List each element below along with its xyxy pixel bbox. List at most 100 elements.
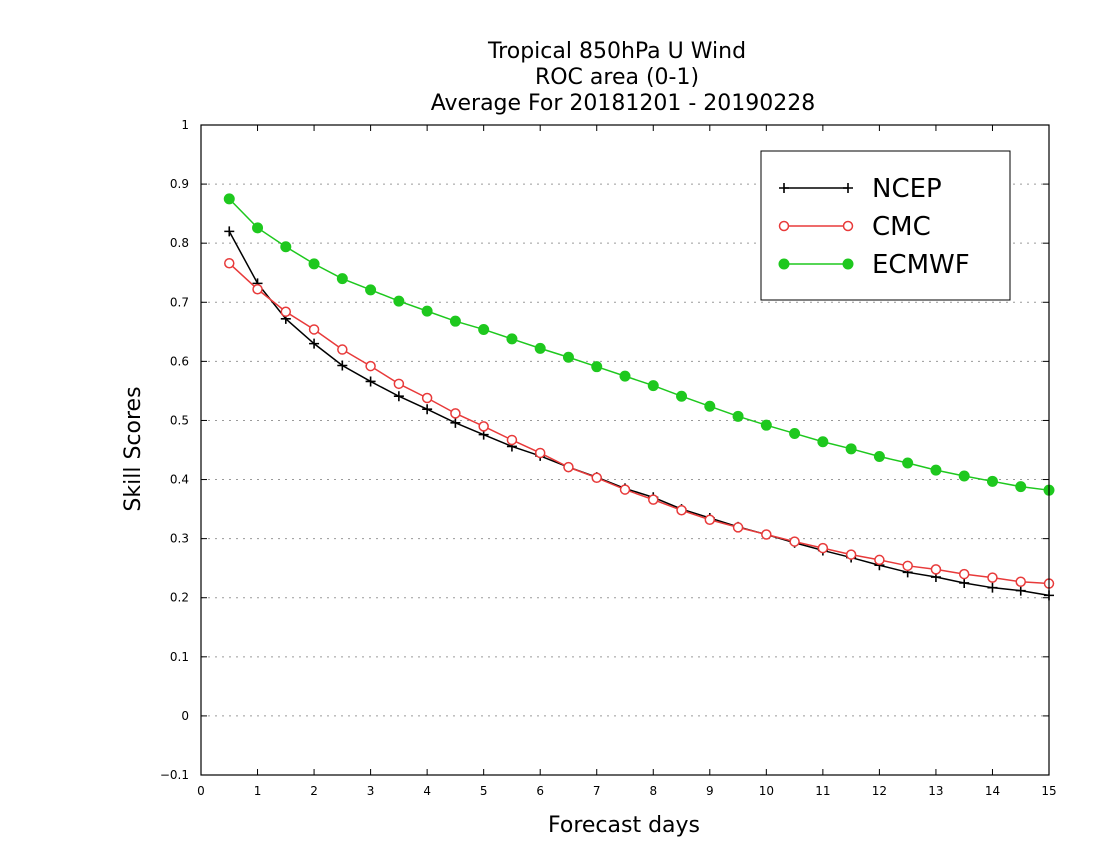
series-cmc-point bbox=[676, 505, 687, 516]
legend-item-ecmwf: ECMWF bbox=[778, 250, 970, 280]
series-cmc-point bbox=[308, 324, 320, 335]
x-tick-label: 6 bbox=[536, 784, 544, 798]
series-cmc-point bbox=[563, 461, 574, 473]
series-ecmwf-point bbox=[478, 323, 490, 335]
x-tick-label: 13 bbox=[928, 784, 943, 798]
legend: NCEP CMC ECMWF bbox=[760, 150, 1011, 301]
series-ecmwf-point bbox=[393, 295, 405, 307]
legend-cmc-marker bbox=[842, 220, 854, 232]
series-cmc-point bbox=[987, 572, 998, 583]
series-ecmwf-point bbox=[1015, 481, 1027, 493]
series-ecmwf-point bbox=[704, 400, 716, 412]
series-cmc-point bbox=[534, 447, 546, 459]
y-tick-label: 0.7 bbox=[170, 295, 189, 309]
series-ecmwf-point bbox=[336, 273, 348, 285]
series-cmc-point bbox=[280, 306, 292, 317]
series-ecmwf-point bbox=[986, 475, 998, 487]
x-tick-label: 1 bbox=[254, 784, 262, 798]
series-ncep-point bbox=[1015, 585, 1026, 596]
series-ecmwf-point bbox=[252, 222, 264, 234]
series-ecmwf-point bbox=[280, 241, 292, 253]
series-ecmwf-point bbox=[562, 351, 574, 363]
series-ncep-point bbox=[393, 391, 404, 402]
series-cmc-point bbox=[704, 514, 716, 525]
series-ncep-point bbox=[450, 417, 461, 428]
series-ecmwf-point bbox=[591, 361, 603, 373]
legend-ecmwf-label: ECMWF bbox=[872, 250, 970, 280]
y-tick-label: 0.4 bbox=[170, 473, 189, 487]
legend-item-cmc: CMC bbox=[778, 212, 931, 242]
series-ecmwf-point bbox=[760, 419, 772, 431]
y-tick-label: 0 bbox=[181, 709, 189, 723]
series-cmc-point bbox=[224, 258, 235, 269]
series-ecmwf-point bbox=[817, 436, 829, 448]
x-tick-label: 5 bbox=[480, 784, 488, 798]
x-tick-label: 4 bbox=[423, 784, 431, 798]
y-tick-label: 0.8 bbox=[170, 236, 189, 250]
series-cmc bbox=[224, 258, 1055, 589]
x-axis-label: Forecast days bbox=[548, 813, 700, 838]
series-cmc-point bbox=[421, 392, 433, 404]
series-ecmwf bbox=[223, 193, 1055, 496]
x-tick-label: 7 bbox=[593, 784, 601, 798]
series-cmc-point bbox=[591, 472, 602, 484]
x-tick-label: 0 bbox=[197, 784, 205, 798]
y-tick-label: 0.2 bbox=[170, 591, 189, 605]
y-tick-label: 0.5 bbox=[170, 413, 189, 427]
series-ecmwf-point bbox=[958, 470, 970, 482]
series-ecmwf-point bbox=[732, 410, 744, 422]
series-cmc-point bbox=[478, 421, 489, 432]
series-cmc-point bbox=[450, 408, 461, 419]
series-ecmwf-point bbox=[308, 258, 320, 270]
series-cmc-point bbox=[817, 542, 829, 554]
x-tick-label: 11 bbox=[815, 784, 830, 798]
x-tick-label: 15 bbox=[1041, 784, 1056, 798]
x-tick-label: 9 bbox=[706, 784, 714, 798]
legend-ecmwf-marker bbox=[842, 258, 854, 270]
series-ecmwf-point bbox=[930, 464, 942, 476]
series-cmc-point bbox=[930, 564, 942, 575]
series-ncep-point bbox=[365, 376, 376, 387]
y-tick-label: 0.1 bbox=[170, 650, 189, 664]
legend-ecmwf-marker bbox=[778, 258, 790, 270]
y-tick-label: 0.6 bbox=[170, 354, 189, 368]
y-axis-label: Skill Scores bbox=[121, 386, 146, 511]
x-tick-label: 8 bbox=[649, 784, 657, 798]
series-ecmwf-point bbox=[421, 305, 433, 317]
x-tick-label: 14 bbox=[985, 784, 1000, 798]
y-tick-label: 0.3 bbox=[170, 532, 189, 546]
series-ecmwf-point bbox=[619, 370, 631, 382]
legend-cmc-label: CMC bbox=[872, 212, 931, 242]
series-ecmwf-point bbox=[789, 427, 801, 439]
series-cmc-point bbox=[789, 536, 800, 547]
y-tick-label: −0.1 bbox=[160, 768, 189, 782]
series-cmc-point bbox=[845, 549, 857, 560]
axis-ticks: −0.100.10.20.30.40.50.60.70.80.910 1 2 3 4 5 6… bbox=[160, 118, 1057, 798]
series-cmc-point bbox=[874, 554, 885, 566]
legend-ncep-label: NCEP bbox=[872, 174, 942, 204]
series-cmc-point bbox=[365, 360, 376, 372]
chart-title-line-1: Tropical 850hPa U Wind bbox=[487, 39, 746, 64]
y-tick-label: 1 bbox=[181, 118, 189, 132]
legend-box bbox=[760, 150, 1011, 301]
legend-item-ncep: NCEP bbox=[779, 174, 942, 204]
series-ecmwf-point bbox=[647, 380, 659, 392]
series-ecmwf-point bbox=[676, 390, 688, 402]
series-ecmwf-point bbox=[873, 451, 885, 462]
chart-title-line-3: Average For 20181201 - 20190228 bbox=[431, 91, 816, 116]
series-cmc-point bbox=[337, 344, 348, 355]
series-cmc-line bbox=[228, 262, 1050, 585]
series-ecmwf-point bbox=[365, 284, 377, 296]
legend-ncep-marker bbox=[779, 183, 789, 193]
series-ncep-point bbox=[309, 338, 320, 349]
series-cmc-point bbox=[648, 494, 659, 505]
series-cmc-point bbox=[761, 529, 772, 540]
series-ncep-point bbox=[987, 582, 998, 593]
series-ecmwf-point bbox=[449, 315, 461, 327]
x-tick-label: 10 bbox=[759, 784, 774, 798]
series-cmc-point bbox=[732, 522, 744, 533]
series-cmc-point bbox=[902, 560, 913, 572]
series-cmc-point bbox=[252, 284, 263, 295]
series-ncep-point bbox=[422, 404, 433, 415]
